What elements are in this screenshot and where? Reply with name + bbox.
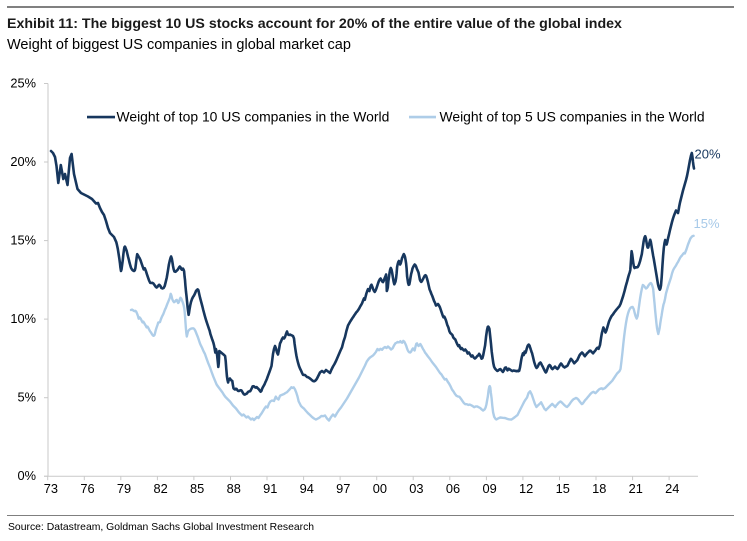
svg-text:06: 06 — [446, 481, 460, 496]
svg-text:85: 85 — [190, 481, 204, 496]
svg-text:88: 88 — [227, 481, 241, 496]
svg-text:12: 12 — [519, 481, 533, 496]
svg-text:10%: 10% — [10, 311, 36, 326]
svg-text:03: 03 — [409, 481, 423, 496]
svg-text:73: 73 — [44, 481, 58, 496]
svg-text:82: 82 — [153, 481, 167, 496]
svg-text:20%: 20% — [695, 147, 721, 162]
svg-text:91: 91 — [263, 481, 277, 496]
svg-text:15: 15 — [556, 481, 570, 496]
svg-text:25%: 25% — [10, 75, 36, 90]
svg-text:97: 97 — [336, 481, 350, 496]
svg-text:00: 00 — [373, 481, 387, 496]
svg-text:20%: 20% — [10, 154, 36, 169]
svg-text:5%: 5% — [18, 390, 37, 405]
svg-text:79: 79 — [117, 481, 131, 496]
svg-text:09: 09 — [482, 481, 496, 496]
svg-text:15%: 15% — [694, 216, 720, 231]
svg-text:76: 76 — [80, 481, 94, 496]
svg-text:24: 24 — [665, 481, 679, 496]
svg-text:21: 21 — [629, 481, 643, 496]
svg-text:18: 18 — [592, 481, 606, 496]
svg-text:94: 94 — [300, 481, 314, 496]
svg-text:15%: 15% — [10, 232, 36, 247]
svg-text:Weight of top 10 US companies: Weight of top 10 US companies in the Wor… — [117, 109, 390, 125]
svg-text:0%: 0% — [18, 468, 37, 483]
svg-text:Weight of top 5 US companies i: Weight of top 5 US companies in the Worl… — [440, 109, 705, 125]
